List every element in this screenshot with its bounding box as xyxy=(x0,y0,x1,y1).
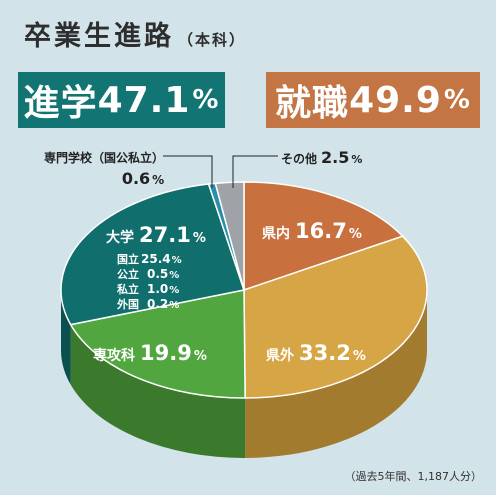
advance-unit: % xyxy=(192,85,220,115)
label-sonota: その他 2.5% xyxy=(281,148,362,167)
pie-slice-3 xyxy=(60,183,245,326)
advance-badge: 進学 47.1% xyxy=(18,72,225,128)
pie-slice-0 xyxy=(243,181,404,291)
pie-slice-1 xyxy=(243,235,428,399)
breakdown-item: 外国 0.2% xyxy=(116,297,179,311)
label-senmon-name: 専門学校（国公私立） xyxy=(44,150,164,165)
label-daigaku: 大学 27.1% xyxy=(106,223,206,247)
pie-side-2 xyxy=(70,324,246,458)
pie-sides xyxy=(61,290,427,458)
employ-unit: % xyxy=(443,85,471,115)
breakdown-item: 私立 1.0% xyxy=(117,282,179,296)
pie-side-3 xyxy=(61,290,71,385)
advance-value: 47.1 xyxy=(97,79,191,121)
chart-subtitle: （本科） xyxy=(178,31,247,49)
leader-line-sonota xyxy=(232,155,278,188)
label-senkouka: 専攻科 19.9% xyxy=(93,341,207,365)
advance-label: 進学 xyxy=(23,83,98,124)
pie-labels: 県内 16.7 % 県外 33.2 % 専攻科 19.9 % 大学 27.1 % 国立 25.4%公立 0.… xyxy=(44,148,366,365)
label-senmon-value: 0.6% xyxy=(122,169,164,188)
pie-top xyxy=(60,181,428,399)
employ-value: 49.9 xyxy=(349,79,442,121)
pie-side-1 xyxy=(245,290,427,458)
footnote: （過去5年間、1,187人分） xyxy=(344,470,483,483)
breakdown-item: 国立 25.4% xyxy=(117,252,182,266)
pie-slice-2 xyxy=(69,289,246,399)
employ-label: 就職 xyxy=(275,83,350,124)
breakdown-item: 公立 0.5% xyxy=(117,267,179,281)
pie-slice-5 xyxy=(214,181,245,291)
label-kennai: 県内 16.7% xyxy=(262,219,362,243)
chart-title: 卒業生進路 （本科） xyxy=(24,21,247,52)
employ-badge: 就職 49.9% xyxy=(266,72,480,128)
leader-line-senmon xyxy=(163,155,213,188)
label-kengai: 県外 33.2% xyxy=(266,341,366,365)
